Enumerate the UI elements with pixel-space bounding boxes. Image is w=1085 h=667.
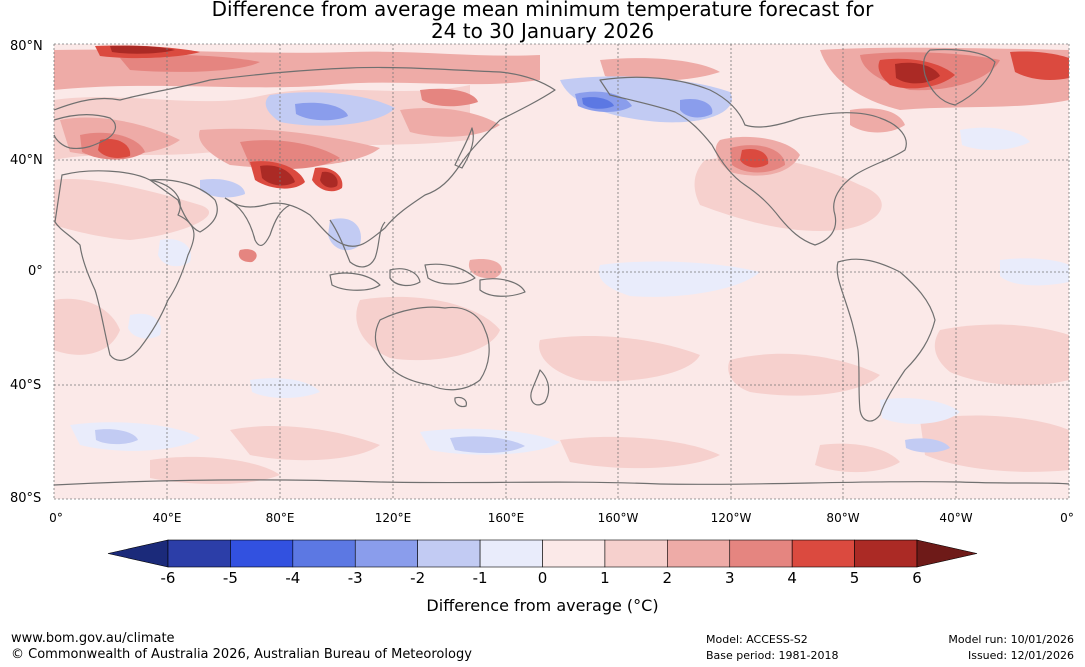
lon-label-0-left: 0°	[49, 511, 63, 525]
anomaly-deep-blue-areas	[582, 97, 614, 109]
lon-label-120e: 120°E	[374, 511, 412, 525]
lon-label-160e: 160°E	[487, 511, 525, 525]
lat-label-80n: 80°N	[10, 39, 43, 54]
lon-label-120w: 120°W	[710, 511, 752, 525]
map-title-line2: 24 to 30 January 2026	[430, 19, 655, 43]
footer-copyright: © Commonwealth of Australia 2026, Austra…	[11, 647, 472, 662]
colorbar-tick-label: 3	[724, 569, 735, 587]
lon-label-160w: 160°W	[597, 511, 639, 525]
colorbar-tick-label: -5	[222, 569, 238, 587]
graticule	[53, 43, 1070, 500]
colorbar-tick-label: -6	[160, 569, 176, 587]
footer-model-run: Model run: 10/01/2026	[948, 633, 1074, 646]
colorbar-tick-label: -1	[472, 569, 488, 587]
lon-label-0-right: 0°	[1060, 511, 1074, 525]
lon-label-80e: 80°E	[265, 511, 295, 525]
anomaly-dark-red-areas	[110, 45, 940, 188]
lat-label-equator: 0°	[28, 264, 43, 279]
colorbar-tick-label: -4	[285, 569, 301, 587]
colorbar-title: Difference from average (°C)	[426, 596, 659, 615]
footer-base-period: Base period: 1981-2018	[706, 649, 839, 662]
lat-label-80s: 80°S	[10, 491, 42, 506]
colorbar-tick-label: 5	[849, 569, 860, 587]
footer-website: www.bom.gov.au/climate	[11, 631, 175, 646]
colorbar-tick-label: 2	[662, 569, 673, 587]
lon-label-40e: 40°E	[152, 511, 182, 525]
colorbar-tick-label: 6	[912, 569, 922, 587]
colorbar-tick-label: 1	[600, 569, 610, 587]
lon-label-40w: 40°W	[939, 511, 973, 525]
colorbar-tick-label: -3	[347, 569, 363, 587]
footer-issued: Issued: 12/01/2026	[967, 649, 1074, 662]
lat-label-40n: 40°N	[10, 153, 43, 168]
colorbar-tick-label: -2	[410, 569, 426, 587]
colorbar-tick-label: 4	[787, 569, 797, 587]
lat-label-40s: 40°S	[10, 378, 42, 393]
colorbar-tick-label: 0	[537, 569, 548, 587]
map-title-line1: Difference from average mean minimum tem…	[211, 0, 874, 21]
lon-label-80w: 80°W	[826, 511, 860, 525]
footer-model: Model: ACCESS-S2	[706, 633, 808, 646]
